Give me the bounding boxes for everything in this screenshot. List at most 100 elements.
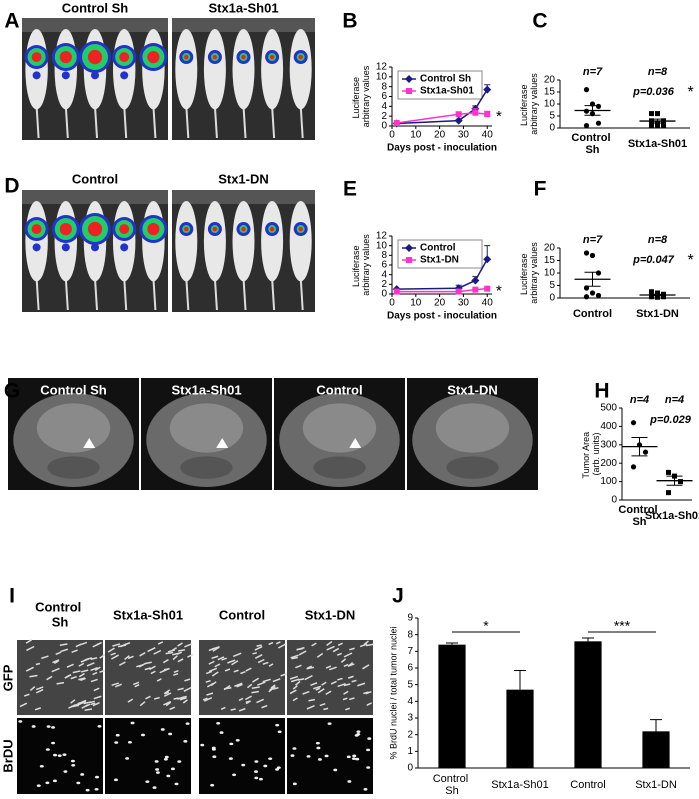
cell xyxy=(326,640,333,646)
x-tick-label: 20 xyxy=(434,130,446,141)
mouse-tail xyxy=(123,105,128,139)
panel-label: D xyxy=(4,175,19,198)
cell xyxy=(72,670,81,674)
mouse xyxy=(25,28,48,110)
cell xyxy=(292,697,298,702)
nucleus xyxy=(355,757,360,761)
cell xyxy=(232,652,242,658)
cell xyxy=(330,680,337,685)
cell xyxy=(81,669,89,673)
nucleus xyxy=(229,742,234,746)
nucleus xyxy=(317,758,322,761)
nucleus xyxy=(114,741,119,744)
mri-brain xyxy=(435,403,510,453)
x-tick-label: 0 xyxy=(389,130,395,141)
cell xyxy=(154,696,160,700)
mri-brain xyxy=(36,403,111,453)
cell xyxy=(254,645,263,651)
cell xyxy=(90,678,98,683)
marker xyxy=(471,276,480,285)
mouse-tail xyxy=(35,277,40,311)
cell xyxy=(321,681,327,686)
nucleus xyxy=(46,725,51,728)
cell xyxy=(183,686,192,692)
cell xyxy=(182,699,188,704)
mouse-tail xyxy=(152,277,157,311)
signal xyxy=(298,226,303,232)
cell xyxy=(332,647,340,653)
mouse-tail xyxy=(299,277,304,311)
photo-top xyxy=(22,18,168,32)
series-line xyxy=(396,258,488,290)
cell xyxy=(127,698,134,703)
signal xyxy=(87,221,103,237)
cell xyxy=(343,652,353,658)
x-tick-label: 10 xyxy=(410,130,422,141)
nucleus xyxy=(45,748,50,751)
cell xyxy=(310,682,318,687)
y-tick-label: 10 xyxy=(376,71,388,82)
nucleus xyxy=(168,732,173,736)
nucleus xyxy=(367,737,372,740)
nucleus xyxy=(241,763,246,767)
cell xyxy=(257,658,265,664)
panel-label: I xyxy=(9,585,15,608)
nucleus xyxy=(306,755,311,758)
y-tick-label: 6 xyxy=(381,260,387,271)
nucleus xyxy=(212,755,217,759)
signal xyxy=(184,54,189,60)
nucleus xyxy=(155,771,160,774)
cell xyxy=(227,659,236,664)
point xyxy=(661,123,666,129)
panel-label: H xyxy=(594,380,609,403)
nucleus xyxy=(18,720,23,723)
cell xyxy=(292,685,298,690)
x-tick-label: 30 xyxy=(458,130,470,141)
nucleus xyxy=(352,754,357,758)
mouse xyxy=(175,200,198,282)
point xyxy=(630,420,637,426)
x-tick-label: Control Sh xyxy=(571,132,613,156)
cell xyxy=(35,686,44,691)
marker xyxy=(455,288,462,295)
cell xyxy=(134,683,140,688)
cell xyxy=(251,690,259,694)
sem-bar xyxy=(584,271,601,287)
cell xyxy=(325,690,332,695)
error-bar xyxy=(582,637,594,642)
tumor-arrow xyxy=(216,438,229,448)
cell xyxy=(317,688,325,694)
marker xyxy=(406,88,412,94)
y-tick-label: 2 xyxy=(381,279,387,290)
cell xyxy=(78,699,87,705)
point xyxy=(661,294,666,300)
nucleus xyxy=(145,780,150,783)
marker xyxy=(406,257,412,263)
cell xyxy=(256,698,265,704)
point xyxy=(595,120,602,126)
cell xyxy=(208,667,218,673)
y-tick-label: 5 xyxy=(549,280,555,291)
photo-top xyxy=(22,190,168,204)
cell xyxy=(177,696,185,700)
nucleus xyxy=(363,787,368,791)
signal xyxy=(147,50,160,64)
point xyxy=(583,108,590,114)
nucleus xyxy=(268,757,273,760)
mouse xyxy=(261,200,284,282)
panel-label: E xyxy=(343,178,357,201)
y-tick-label: 4 xyxy=(407,696,413,707)
cell xyxy=(29,686,36,692)
panel-label: J xyxy=(392,585,404,608)
signal xyxy=(59,222,72,236)
signal xyxy=(87,49,103,65)
signal xyxy=(269,226,275,232)
nucleus xyxy=(164,755,169,759)
mouse-tail xyxy=(185,105,190,139)
y-tick-label: 5 xyxy=(407,679,413,690)
image-label: Control Sh xyxy=(62,0,128,15)
cell xyxy=(295,680,301,686)
cell xyxy=(77,700,87,706)
mouse xyxy=(112,200,136,282)
cell xyxy=(34,707,42,711)
